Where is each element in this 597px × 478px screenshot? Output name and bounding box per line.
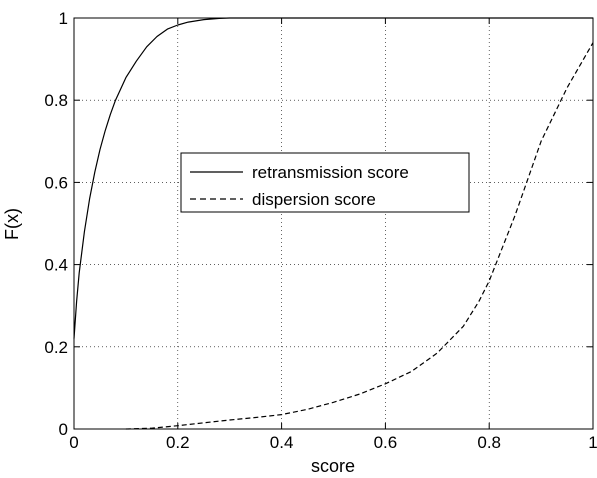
- dispersion-score-line: [125, 42, 594, 430]
- retransmission-score-line: [73, 17, 593, 339]
- y-tick-label: 0.8: [44, 91, 68, 110]
- y-tick-label: 0: [59, 420, 68, 439]
- legend-retransmission-label: retransmission score: [252, 163, 409, 182]
- x-axis-label: score: [311, 456, 355, 476]
- grid-lines: [74, 18, 593, 429]
- x-tick-label: 0.2: [166, 433, 190, 452]
- x-tick-label: 0.6: [374, 433, 398, 452]
- y-tick-label: 1: [59, 9, 68, 28]
- y-tick-label: 0.6: [44, 173, 68, 192]
- y-tick-label: 0.2: [44, 338, 68, 357]
- axis-ticks: 0 0.2 0.4 0.6 0.8 1 0 0.2 0.4 0.6 0.8 1: [44, 9, 597, 452]
- x-tick-label: 0.8: [477, 433, 501, 452]
- series-layer: [73, 17, 594, 430]
- legend: retransmission score dispersion score: [180, 152, 470, 213]
- x-tick-label: 1: [588, 433, 597, 452]
- legend-box: [180, 152, 470, 213]
- y-tick-label: 0.4: [44, 256, 68, 275]
- x-tick-label: 0.4: [270, 433, 294, 452]
- x-tick-label: 0: [69, 433, 78, 452]
- y-axis-label: F(x): [2, 208, 22, 240]
- legend-dispersion-label: dispersion score: [252, 190, 376, 209]
- plot-frame: [73, 17, 594, 430]
